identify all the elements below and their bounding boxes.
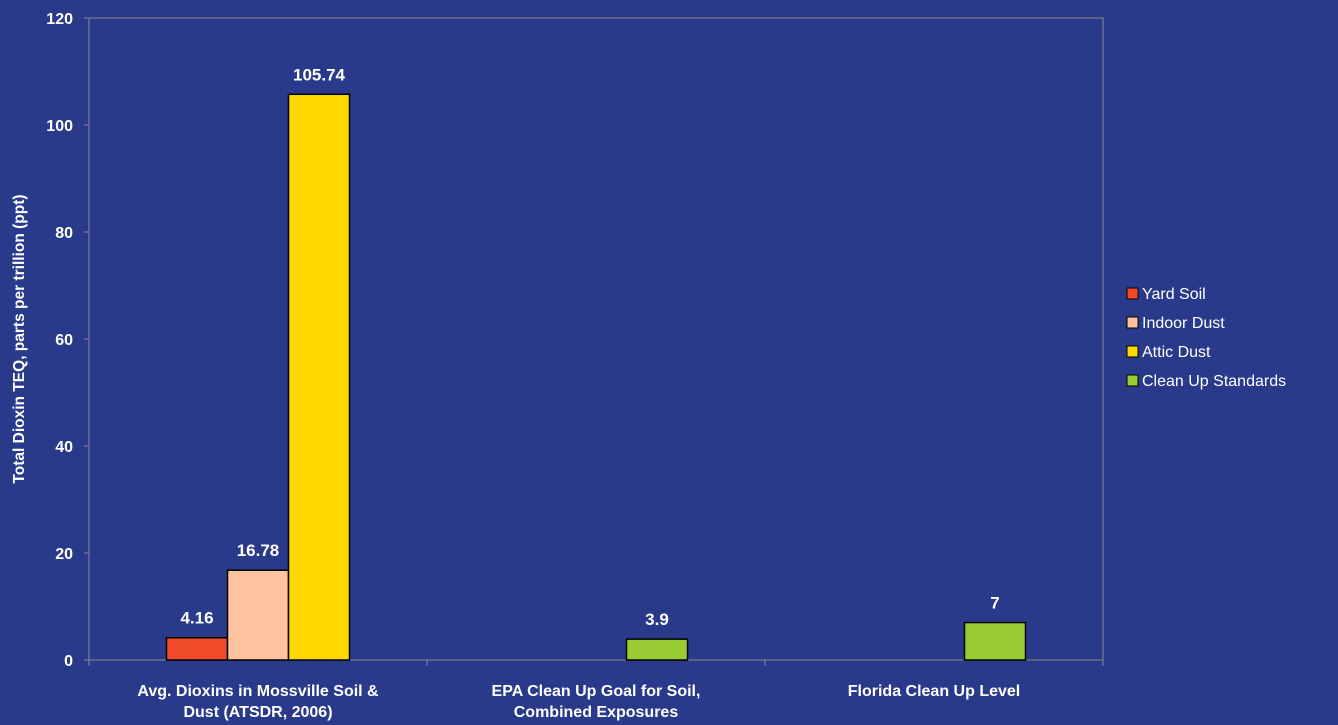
legend-swatch	[1126, 374, 1139, 387]
legend-label: Indoor Dust	[1142, 315, 1225, 332]
data-label: 105.74	[293, 65, 346, 84]
category-label: Florida Clean Up Level	[848, 683, 1020, 700]
y-tick-label: 60	[55, 332, 73, 349]
category-label: Avg. Dioxins in Mossville Soil &	[137, 683, 379, 700]
y-tick-label: 100	[46, 118, 73, 135]
legend: Yard Soil Indoor Dust Attic Dust Clean Up S…	[1126, 286, 1286, 390]
y-tick-label: 120	[46, 11, 73, 28]
legend-label: Attic Dust	[1142, 344, 1211, 361]
category-label: Combined Exposures	[514, 704, 679, 721]
category-label: EPA Clean Up Goal for Soil,	[492, 683, 701, 700]
bar-clean-up-standards	[963, 621, 1027, 661]
legend-label: Clean Up Standards	[1142, 373, 1286, 390]
bar-clean-up-standards	[625, 638, 689, 661]
bar-indoor-dust	[226, 569, 290, 661]
legend-swatch	[1126, 287, 1139, 300]
y-tick-label: 80	[55, 225, 73, 242]
legend-swatch	[1126, 345, 1139, 358]
y-tick-label: 20	[55, 546, 73, 563]
y-tick-label: 0	[64, 653, 73, 670]
plot-area	[88, 17, 1104, 661]
data-label: 4.16	[180, 609, 213, 628]
y-axis-label: Total Dioxin TEQ, parts per trillion (pp…	[11, 194, 28, 483]
data-label: 16.78	[237, 541, 280, 560]
category-label: Dust (ATSDR, 2006)	[183, 704, 332, 721]
data-label: 3.9	[645, 610, 669, 629]
bar-yard-soil	[165, 636, 229, 661]
legend-swatch	[1126, 316, 1139, 329]
legend-label: Yard Soil	[1142, 286, 1206, 303]
data-label: 7	[990, 594, 999, 613]
y-tick-label: 40	[55, 439, 73, 456]
bar-attic-dust	[287, 93, 351, 661]
